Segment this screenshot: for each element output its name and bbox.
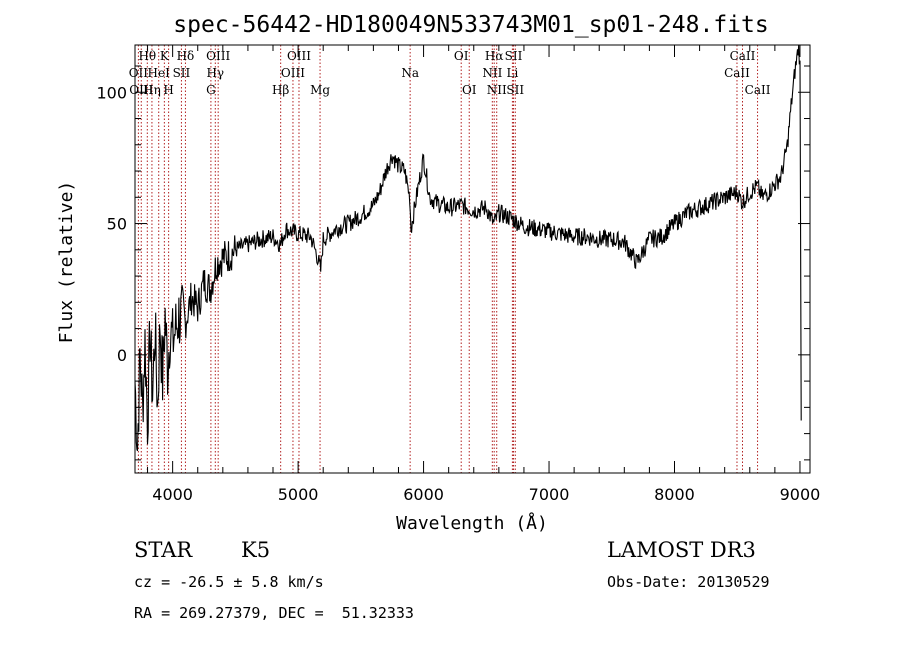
spectral-line-label: H <box>163 83 173 97</box>
x-tick-label: 6000 <box>403 485 444 504</box>
spectral-line-label: OI <box>462 83 477 97</box>
y-axis-ticks: 0 50 100 <box>96 65 810 461</box>
spectral-line-label: NII <box>482 66 502 80</box>
spectral-line-label: OII <box>129 66 149 80</box>
spectral-line-label: Mg <box>310 83 330 97</box>
spectral-line-label: Na <box>401 66 419 80</box>
spectral-line-label: SII <box>506 83 524 97</box>
x-tick-label: 9000 <box>780 485 821 504</box>
spectral-line-label: OIII <box>287 49 311 63</box>
x-axis-ticks: 4000 5000 6000 7000 8000 9000 <box>147 45 821 504</box>
y-tick-label: 50 <box>107 215 127 234</box>
observation-date: Obs-Date: 20130529 <box>607 573 770 591</box>
x-axis-label: Wavelength (Å) <box>396 512 548 534</box>
spectral-line-label: Hδ <box>177 49 195 63</box>
x-tick-label: 5000 <box>278 485 319 504</box>
spectral-line-label: K <box>160 49 170 63</box>
y-tick-label: 100 <box>96 83 127 102</box>
chart-title: spec-56442-HD180049N533743M01_sp01-248.f… <box>173 12 768 38</box>
survey-name: LAMOST DR3 <box>607 538 756 562</box>
x-tick-label: 4000 <box>152 485 193 504</box>
object-class: STAR <box>134 538 193 562</box>
spectral-line-label: Li <box>506 66 518 80</box>
spectral-line-label: OI <box>454 49 469 63</box>
spectral-line-label: Hη <box>143 83 161 97</box>
spectral-line-label: CaII <box>745 83 771 97</box>
redshift-velocity: cz = -26.5 ± 5.8 km/s <box>134 573 324 591</box>
y-tick-label: 0 <box>117 346 127 365</box>
spectral-line-label: SII <box>173 66 191 80</box>
spectral-line-label: G <box>206 83 216 97</box>
spectral-line-label: Hβ <box>272 83 289 97</box>
spectrum-series-line <box>134 44 802 452</box>
spectral-line-markers <box>137 45 759 473</box>
spectral-line-label: NII <box>487 83 507 97</box>
spectral-line-label: Hθ <box>138 49 156 63</box>
spectral-line-label: HeI <box>148 66 171 80</box>
spectral-line-label: SII <box>505 49 523 63</box>
spectral-line-label: OIII <box>206 49 230 63</box>
plot-frame <box>134 44 811 474</box>
spectral-line-label: OIII <box>281 66 305 80</box>
object-subclass: K5 <box>241 538 271 562</box>
x-tick-label: 7000 <box>529 485 570 504</box>
x-tick-label: 8000 <box>654 485 695 504</box>
coordinates: RA = 269.27379, DEC = 51.32333 <box>134 604 414 622</box>
spectral-line-label: CaII <box>724 66 750 80</box>
spectral-line-label: Hα <box>485 49 504 63</box>
y-axis-label: Flux (relative) <box>56 181 77 344</box>
spectral-line-label: CaII <box>730 49 756 63</box>
spectral-line-label: Hγ <box>206 66 224 80</box>
